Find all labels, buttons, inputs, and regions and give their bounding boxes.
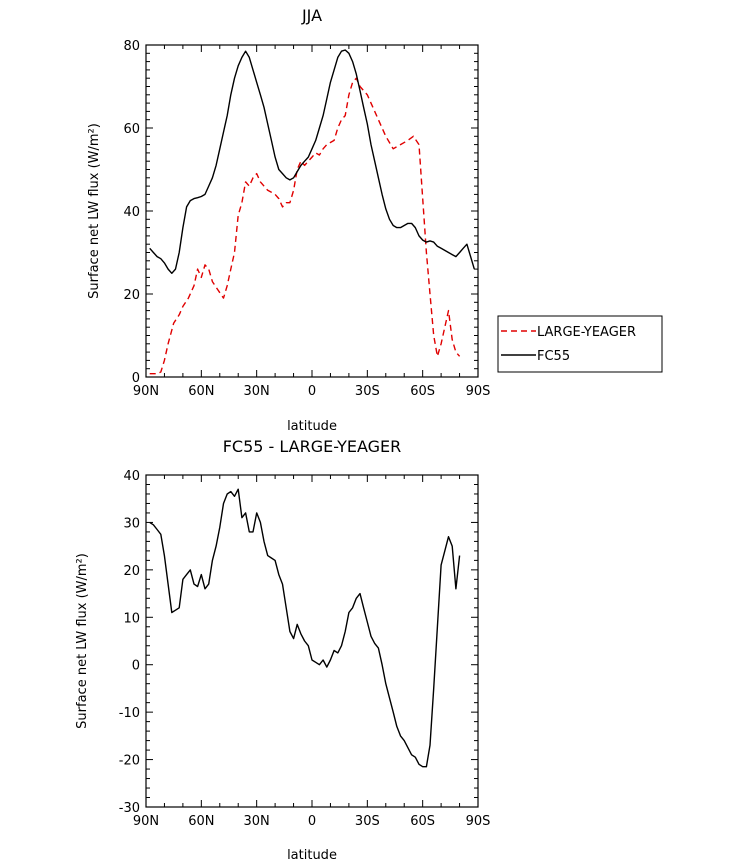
y-tick-label: 0 [132, 659, 140, 674]
x-tick-label: 30N [244, 814, 270, 829]
x-tick-label: 60S [410, 814, 435, 829]
x-tick-label: 90S [466, 384, 491, 399]
y-tick-label: 30 [123, 516, 140, 531]
top-chart-ylabel: Surface net LW flux (W/m²) [87, 123, 102, 299]
x-tick-label: 0 [308, 384, 316, 399]
x-tick-label: 60S [410, 384, 435, 399]
x-tick-label: 60N [188, 814, 214, 829]
bottom-chart-title: FC55 - LARGE-YEAGER [223, 437, 402, 456]
x-tick-label: 30N [244, 384, 270, 399]
x-tick-label: 30S [355, 814, 380, 829]
x-tick-label: 90N [133, 814, 159, 829]
y-tick-label: 40 [123, 205, 140, 220]
bottom-chart-ylabel: Surface net LW flux (W/m²) [75, 553, 90, 729]
y-tick-label: -10 [119, 706, 140, 721]
top-chart: JJA 90N 60N 30N 0 30S 60S 90S 0 20 40 60 80 latitud… [87, 6, 663, 434]
legend-label-fc55: FC55 [537, 349, 570, 364]
bottom-chart: FC55 - LARGE-YEAGER 90N 60N 30N 0 30S 60S 90S -… [75, 437, 490, 863]
x-tick-label: 90N [133, 384, 159, 399]
y-tick-label: 10 [123, 611, 140, 626]
y-tick-label: 40 [123, 469, 140, 484]
top-chart-title: JJA [301, 6, 322, 25]
series-line-fc55 [149, 49, 475, 274]
y-tick-label: 0 [132, 371, 140, 386]
y-tick-label: 80 [123, 39, 140, 54]
series-line-fc55-large-yeager [149, 488, 461, 768]
legend-box [497, 315, 663, 373]
x-tick-label: 90S [466, 814, 491, 829]
y-tick-label: 20 [123, 288, 140, 303]
y-tick-label: -30 [119, 801, 140, 816]
legend-label-large-yeager: LARGE-YEAGER [537, 325, 636, 340]
series-line-large-yeager [149, 77, 461, 375]
top-chart-frame [145, 44, 479, 378]
y-tick-label: 20 [123, 564, 140, 579]
y-tick-label: -20 [119, 754, 140, 769]
x-tick-label: 60N [188, 384, 214, 399]
x-tick-label: 0 [308, 814, 316, 829]
x-tick-label: 30S [355, 384, 380, 399]
y-tick-label: 60 [123, 122, 140, 137]
top-chart-xlabel: latitude [287, 419, 337, 434]
legend: LARGE-YEAGER FC55 [497, 315, 663, 373]
bottom-chart-xlabel: latitude [287, 848, 337, 863]
